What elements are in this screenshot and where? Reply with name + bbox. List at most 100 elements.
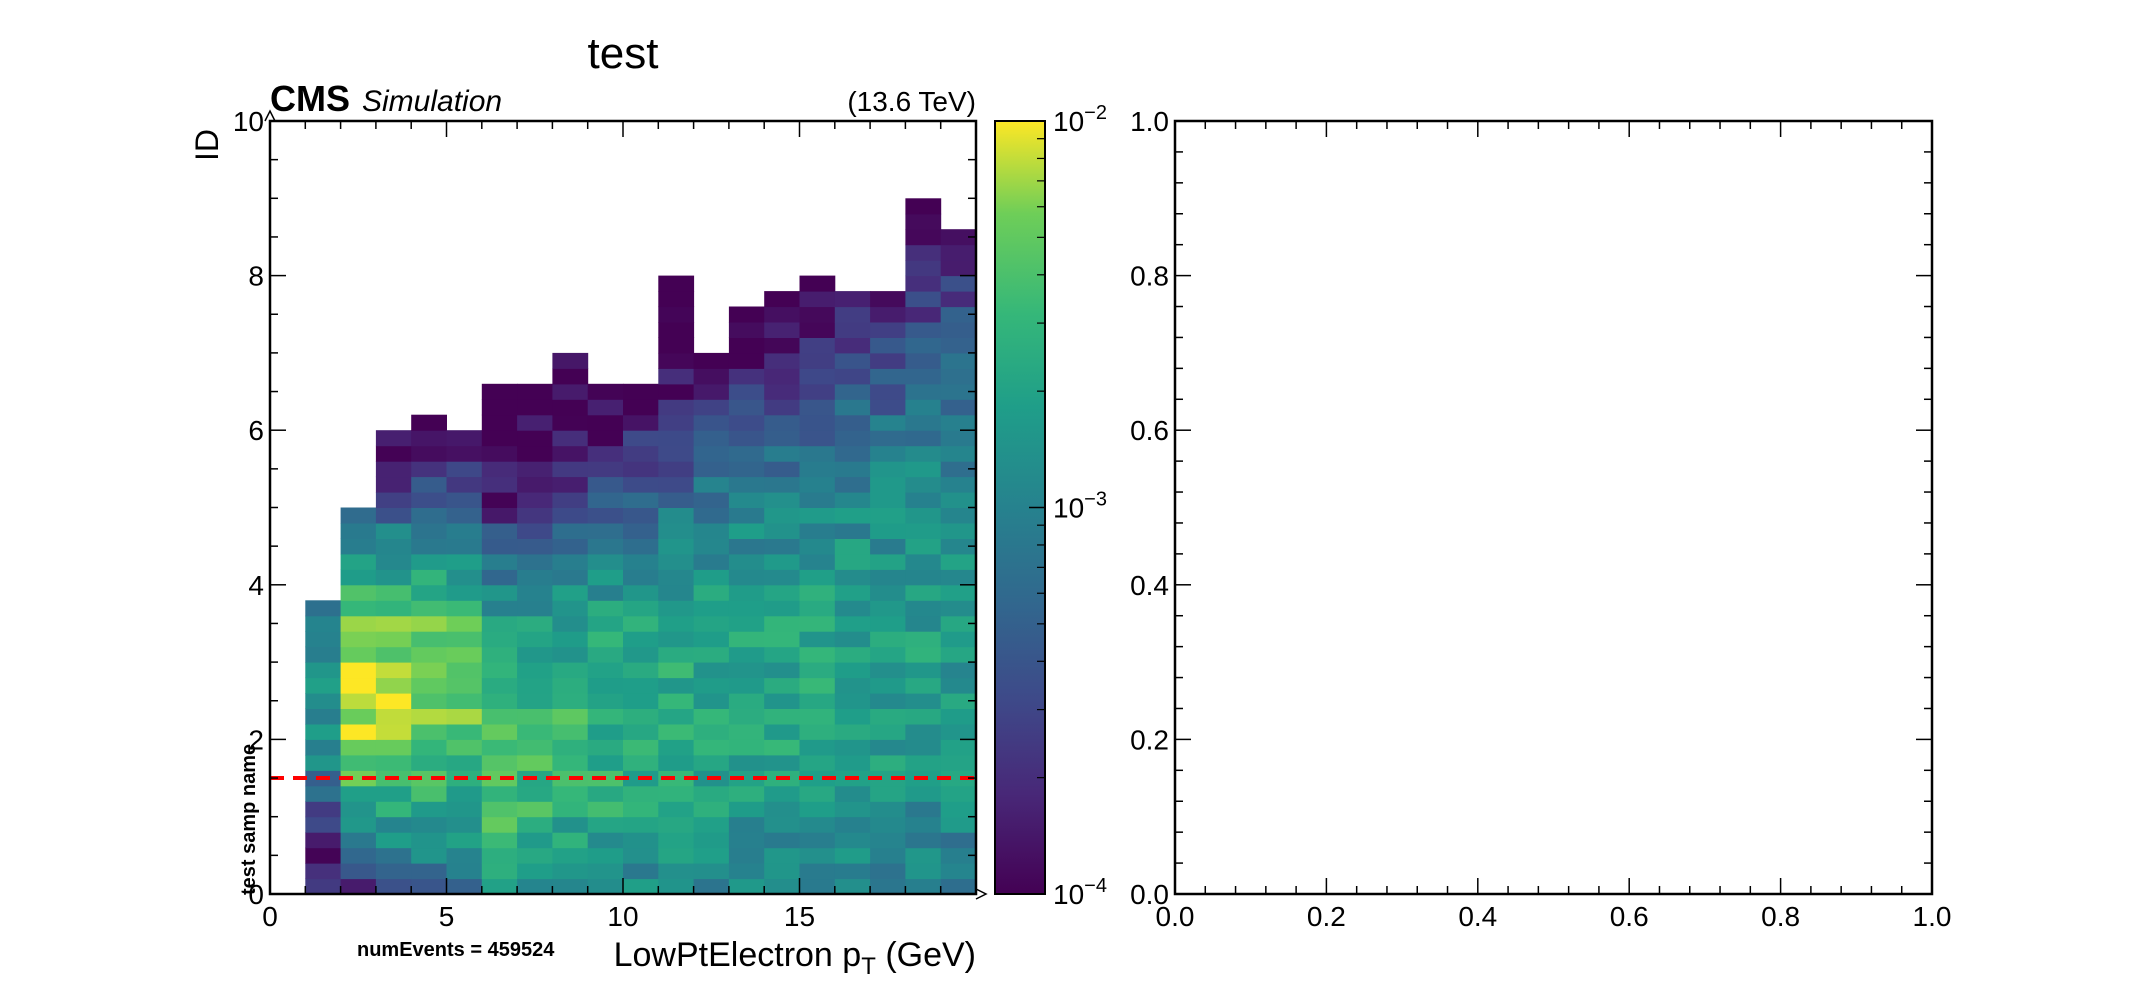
heatmap-cell [870,553,906,570]
heatmap-cell [834,383,871,400]
heatmap-cell [552,677,589,694]
heatmap-cell [305,693,342,709]
heatmap-cell [517,507,553,524]
heatmap-cell [940,878,977,895]
x-tick-label: 0.0 [1156,901,1195,932]
heatmap-cell [764,322,800,338]
heatmap-cell [834,662,871,679]
heatmap-cell [834,291,871,308]
heatmap-cell [658,708,695,725]
colorbar-tick-label: 10−4 [1053,875,1107,910]
heatmap-cell [905,600,942,617]
heatmap-cell [728,631,765,648]
heatmap-cell [834,445,871,462]
heatmap-cell [446,461,483,478]
heatmap-cell [799,352,836,369]
heatmap-cell [658,275,695,292]
heatmap-cell [834,507,871,524]
heatmap-cell [623,646,659,663]
heatmap-cell [517,399,553,416]
heatmap-cell [870,523,906,539]
heatmap-cell [940,662,977,679]
heatmap-cell [552,492,589,508]
heatmap-cell [552,569,589,586]
heatmap-cell [905,569,942,586]
heatmap-cell [481,523,518,539]
heatmap-cell [587,523,624,539]
heatmap-cell [834,708,871,725]
heatmap-cell [834,352,871,369]
heatmap-cell [411,878,447,895]
heatmap-cell [728,322,765,338]
heatmap-cell [764,538,800,555]
heatmap-cell [834,847,871,864]
heatmap-cell [552,538,589,555]
heatmap-cell [446,569,483,586]
heatmap-cell [446,723,483,740]
heatmap-cell [517,523,553,539]
heatmap-cell [764,492,800,508]
heatmap-cell [552,523,589,539]
heatmap-cell [728,754,765,771]
heatmap-cell [940,754,977,771]
heatmap-cell [799,754,836,771]
heatmap-cell [446,476,483,493]
heatmap-cell [834,430,871,447]
heatmap-cell [834,631,871,648]
heatmap-cell [481,677,518,694]
heatmap-cell [728,693,765,709]
heatmap-cell [517,878,553,895]
heatmap-cell [940,723,977,740]
heatmap-cell [411,414,447,431]
heatmap-cell [446,785,483,802]
heatmap-cell [905,260,942,277]
heatmap-cell [517,584,553,601]
heatmap-cell [623,523,659,539]
heatmap-cell [411,847,447,864]
y-tick-label: 8 [248,261,264,292]
heatmap-cell [517,801,553,818]
heatmap-cell [305,832,342,849]
heatmap-cell [728,662,765,679]
heatmap-cell [693,352,730,369]
heatmap-cell [375,785,412,802]
heatmap-cell [693,801,730,818]
y-tick-label: 0.6 [1130,415,1169,446]
x-tick-label: 0.4 [1458,901,1497,932]
heatmap-cell [799,383,836,400]
heatmap-cell [340,754,377,771]
heatmap-cell [375,832,412,849]
heatmap-cell [375,631,412,648]
heatmap-cell [658,693,695,709]
heatmap-cell [693,445,730,462]
heatmap-cell [764,569,800,586]
heatmap-cell [375,461,412,478]
heatmap-cell [940,507,977,524]
heatmap-cell [446,600,483,617]
heatmap-cell [940,229,977,246]
y-tick-label: 0.8 [1130,261,1169,292]
heatmap-cell [940,631,977,648]
heatmap-cell [623,739,659,756]
heatmap-cell [446,708,483,725]
y-tick-label: 0.2 [1130,724,1169,755]
x-axis-label: LowPtElectron pT (GeV) [614,936,976,980]
y-tick-label: 6 [248,415,264,446]
heatmap-cell [870,584,906,601]
heatmap-cell [481,739,518,756]
heatmap-cell [834,538,871,555]
cms-label: CMS [270,78,350,119]
heatmap-cell [799,476,836,493]
heatmap-cell [587,631,624,648]
empty-axes-frame [1173,119,1934,896]
heatmap-cell [658,878,695,895]
heatmap-cell [481,878,518,895]
heatmap-cell [870,785,906,802]
heatmap-cell [834,476,871,493]
heatmap-cell [481,553,518,570]
heatmap-cell [799,847,836,864]
empty-axes-ticks: 0.0 0.2 0.4 0.6 0.8 1.0 0.0 0.2 0.4 0.6 0.8 1.0 [1130,106,1951,932]
heatmap-cell [658,832,695,849]
heatmap-cell [764,461,800,478]
